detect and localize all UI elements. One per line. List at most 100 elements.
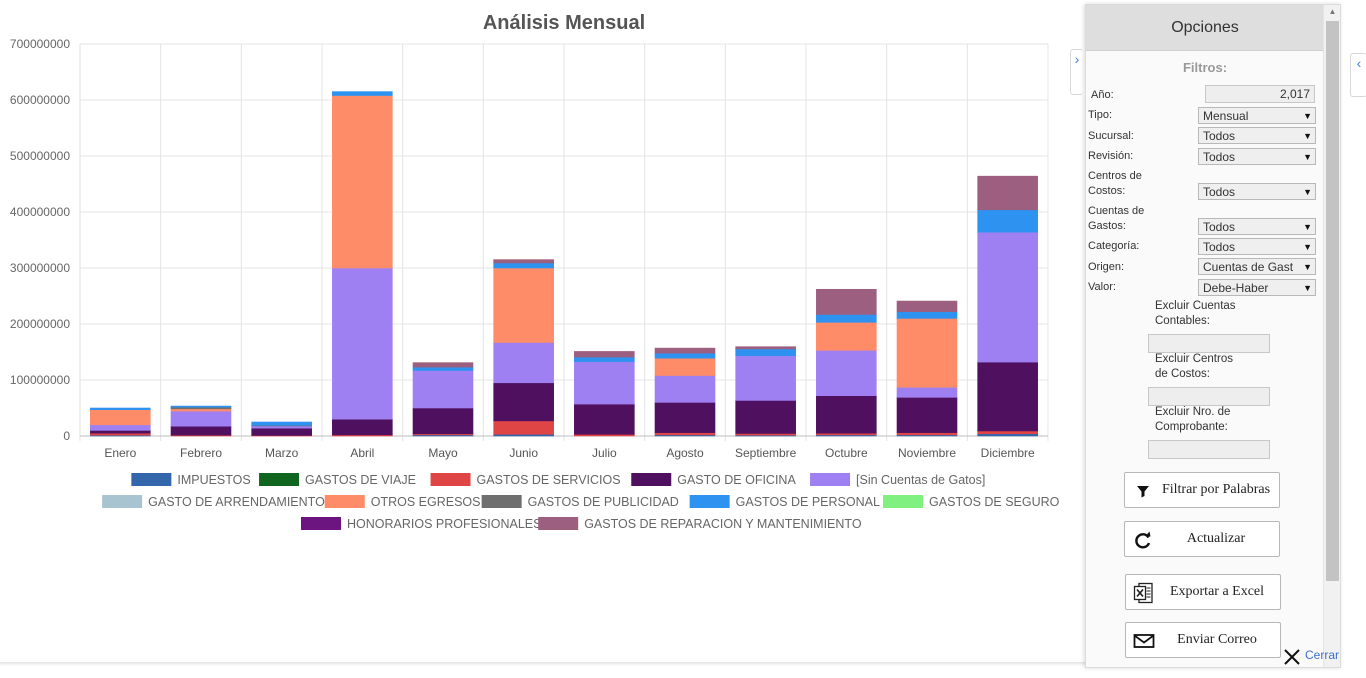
- y-tick-label: 500000000: [10, 149, 70, 163]
- tipo-select[interactable]: Mensual ▼: [1198, 107, 1316, 124]
- bar-segment: [977, 209, 1038, 233]
- bar-segment: [574, 356, 635, 362]
- scroll-thumb[interactable]: [1326, 21, 1339, 581]
- legend-label: GASTO DE OFICINA: [677, 473, 796, 487]
- bar-segment: [816, 395, 877, 434]
- send-mail-label: Enviar Correo: [1177, 632, 1257, 647]
- bar-segment: [90, 430, 151, 434]
- valor-value: Debe-Haber: [1203, 281, 1269, 295]
- bar-segment: [493, 262, 554, 269]
- categoria-select[interactable]: Todos ▼: [1198, 238, 1316, 255]
- cuentas-gastos-value: Todos: [1203, 220, 1236, 234]
- legend-label: GASTOS DE PUBLICIDAD: [528, 495, 679, 509]
- categoria-label: Categoría:: [1088, 240, 1140, 252]
- x-tick-label: Diciembre: [981, 446, 1035, 460]
- dropdown-arrow-icon: ▼: [1301, 184, 1312, 199]
- bar-segment: [170, 425, 232, 436]
- revision-label: Revisión:: [1088, 150, 1134, 162]
- bar-segment: [493, 420, 554, 435]
- categoria-value: Todos: [1203, 240, 1236, 254]
- cuentas-gastos-select[interactable]: Todos ▼: [1198, 218, 1316, 235]
- excluir-comprobante-label: Excluir Nro. de Comprobante:: [1155, 405, 1285, 435]
- y-tick-label: 100000000: [10, 373, 70, 387]
- filter-words-label: Filtrar por Palabras: [1161, 482, 1271, 497]
- update-label: Actualizar: [1186, 531, 1246, 546]
- legend-swatch: [538, 517, 579, 530]
- bar-segment: [735, 346, 796, 350]
- dropdown-arrow-icon: ▼: [1301, 280, 1312, 295]
- dropdown-arrow-icon: ▼: [1301, 239, 1312, 254]
- sucursal-select[interactable]: Todos ▼: [1198, 127, 1316, 144]
- stacked-bar-chart: Análisis Mensual 0 100000000 200000000 30000…: [10, 12, 1060, 531]
- origen-select[interactable]: Cuentas de Gast ▼: [1198, 258, 1316, 275]
- excluir-centros-input[interactable]: [1148, 387, 1270, 406]
- expand-panel-tab[interactable]: ‹: [1350, 53, 1366, 97]
- revision-select[interactable]: Todos ▼: [1198, 148, 1316, 165]
- excluir-centros-1: Excluir Centros: [1155, 353, 1233, 365]
- chart-title: Análisis Mensual: [483, 12, 645, 34]
- legend-label: GASTOS DE PERSONAL: [736, 495, 880, 509]
- valor-select[interactable]: Debe-Haber ▼: [1198, 279, 1316, 296]
- bar-segment: [90, 424, 151, 431]
- x-tick-label: Noviembre: [898, 446, 956, 460]
- bar-segment: [574, 351, 635, 358]
- bar-segment: [816, 314, 877, 323]
- valor-label: Valor:: [1088, 281, 1116, 293]
- x-tick-label: Enero: [104, 446, 136, 460]
- send-mail-button[interactable]: Enviar Correo: [1125, 622, 1281, 658]
- tipo-value: Mensual: [1203, 109, 1249, 123]
- bar-segment: [977, 430, 1038, 435]
- cuentas-gastos-label: Cuentas de Gastos:: [1088, 204, 1144, 234]
- year-input[interactable]: 2,017: [1205, 85, 1315, 103]
- excluir-cuentas-input[interactable]: [1148, 334, 1270, 353]
- panel-title: Opciones: [1086, 5, 1324, 51]
- bar-segment: [816, 288, 877, 315]
- legend-swatch: [689, 495, 730, 508]
- filter-words-button[interactable]: Filtrar por Palabras: [1124, 472, 1280, 508]
- legend-swatch: [883, 495, 924, 508]
- centros-costos-label: Centros de Costos:: [1088, 169, 1142, 199]
- legend-label: [Sin Cuentas de Gatos]: [856, 473, 985, 487]
- update-button[interactable]: Actualizar: [1124, 521, 1280, 557]
- cuentas-gastos-label-2: Gastos:: [1088, 220, 1126, 232]
- bar-segment: [735, 400, 796, 434]
- bar-segment: [332, 418, 393, 436]
- dropdown-arrow-icon: ▼: [1301, 149, 1312, 164]
- centros-costos-select[interactable]: Todos ▼: [1198, 183, 1316, 200]
- scroll-up-icon[interactable]: ▲: [1328, 7, 1337, 16]
- bar-segment: [816, 322, 877, 351]
- x-tick-label: Febrero: [180, 446, 222, 460]
- legend-swatch: [430, 473, 471, 486]
- bar-segment: [896, 386, 958, 398]
- centros-costos-label-1: Centros de: [1088, 170, 1142, 182]
- sucursal-value: Todos: [1203, 129, 1236, 143]
- origen-label: Origen:: [1088, 261, 1125, 273]
- bar-segment: [816, 350, 877, 396]
- options-panel: Opciones Filtros: Año: 2,017 Tipo: Mensu…: [1085, 4, 1341, 668]
- x-tick-label: Septiembre: [735, 446, 797, 460]
- dropdown-arrow-icon: ▼: [1301, 108, 1312, 123]
- y-tick-label: 200000000: [10, 317, 70, 331]
- y-tick-label: 600000000: [10, 93, 70, 107]
- y-tick-label: 0: [63, 429, 70, 443]
- bar-segment: [412, 366, 474, 371]
- excluir-comprobante-input[interactable]: [1148, 440, 1270, 459]
- chevron-right-icon: ›: [1074, 51, 1080, 67]
- panel-scrollbar[interactable]: ▲: [1323, 5, 1340, 667]
- bar-segment: [735, 355, 796, 401]
- collapse-panel-tab[interactable]: ›: [1070, 49, 1083, 95]
- cuentas-gastos-label-1: Cuentas de: [1088, 205, 1145, 217]
- bar-segment: [896, 311, 958, 319]
- bar-segment: [977, 175, 1038, 211]
- bar-segment: [977, 231, 1038, 363]
- export-excel-button[interactable]: Exportar a Excel: [1125, 574, 1281, 610]
- bar-segment: [251, 427, 312, 436]
- y-tick-label: 700000000: [10, 37, 70, 51]
- bar-segment: [90, 409, 151, 426]
- x-tick-label: Junio: [509, 446, 538, 460]
- x-tick-label: Mayo: [428, 446, 458, 460]
- legend-swatch: [631, 473, 672, 486]
- excluir-cuentas-label: Excluir Cuentas Contables:: [1155, 299, 1285, 329]
- sucursal-label: Sucursal:: [1088, 130, 1134, 142]
- bar-segment: [493, 382, 554, 422]
